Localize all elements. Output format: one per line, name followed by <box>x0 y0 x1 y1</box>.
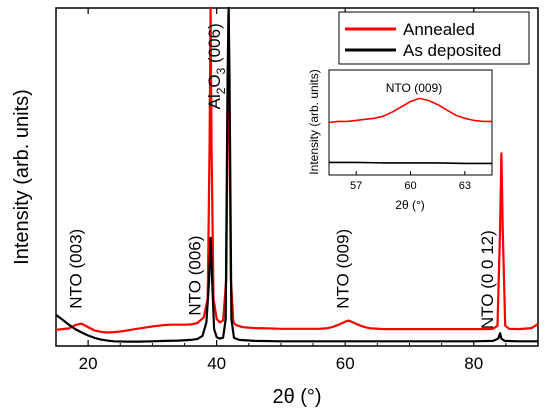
series-line-annealed <box>55 6 539 334</box>
inset-plot-frame <box>328 69 493 176</box>
main-plot-frame <box>55 7 539 347</box>
main-x-tick-label: 40 <box>207 354 226 373</box>
inset-series-line-as-deposited <box>329 161 492 165</box>
peak-label: NTO (0 0 12) <box>478 230 497 329</box>
legend-label-as-deposited: As deposited <box>403 41 501 60</box>
main-x-tick-label: 80 <box>464 354 483 373</box>
peak-label: NTO (006) <box>186 236 205 316</box>
legend-box <box>338 11 530 65</box>
peak-label-al2o3: Al2O3 (006) <box>205 23 228 109</box>
main-x-tick-label: 20 <box>79 354 98 373</box>
inset-x-ticks: 57 60 63 <box>350 171 471 192</box>
inset-series-group <box>328 97 492 165</box>
main-x-axis-title: 2θ (°) <box>272 386 321 408</box>
peak-label: NTO (009) <box>333 229 352 309</box>
main-x-ticks: 20 40 60 80 <box>55 8 539 373</box>
inset-x-tick-label: 60 <box>404 180 416 192</box>
main-annotations: NTO (003) NTO (006) NTO (009) NTO (0 0 12) A… <box>67 23 497 329</box>
inset-series-line-annealed <box>328 97 492 124</box>
legend: Annealed As deposited <box>338 11 530 65</box>
inset-x-tick-label: 57 <box>350 180 362 192</box>
legend-label-annealed: Annealed <box>403 20 475 39</box>
main-series-group <box>55 6 539 343</box>
main-x-tick-label: 60 <box>336 354 355 373</box>
inset-x-tick-label: 63 <box>459 180 471 192</box>
series-line-as-deposited <box>55 6 538 343</box>
inset: 57 60 63 NTO (009) 2θ (°) Intensity (arb. … <box>307 69 493 212</box>
main-y-axis-title: Intensity (arb. units) <box>11 89 33 265</box>
inset-x-axis-title: 2θ (°) <box>395 198 425 212</box>
inset-y-axis-title: Intensity (arb. units) <box>307 69 321 174</box>
peak-label: NTO (003) <box>67 229 86 309</box>
inset-title: NTO (009) <box>386 81 442 95</box>
